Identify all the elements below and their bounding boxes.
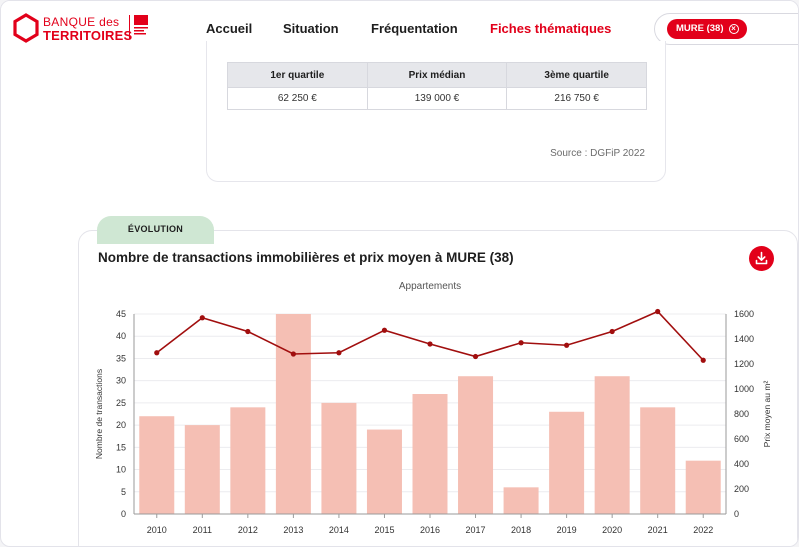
- table-row: 62 250 € 139 000 € 216 750 €: [227, 87, 647, 110]
- bar: [184, 425, 220, 514]
- y-axis-label: Nombre de transactions: [94, 369, 104, 459]
- nav-frequentation[interactable]: Fréquentation: [371, 21, 458, 36]
- x-tick-label: 2010: [147, 525, 167, 535]
- x-tick-label: 2014: [329, 525, 349, 535]
- price-point: [655, 308, 661, 315]
- bar: [275, 314, 311, 514]
- y-tick-label: 35: [116, 353, 126, 363]
- table-cell: 216 750 €: [506, 87, 647, 110]
- quartiles-card: 1er quartile Prix médian 3ème quartile 6…: [206, 41, 666, 182]
- y-right-tick-label: 1200: [734, 359, 754, 369]
- hexagon-logo-icon: [13, 13, 39, 43]
- nav-fiches-thematiques[interactable]: Fiches thématiques: [490, 21, 612, 36]
- price-point: [427, 341, 433, 347]
- x-tick-label: 2013: [283, 525, 303, 535]
- source-note: Source : DGFiP 2022: [550, 148, 645, 159]
- nav-situation[interactable]: Situation: [283, 21, 339, 36]
- x-tick-label: 2016: [420, 525, 440, 535]
- nav-accueil[interactable]: Accueil: [206, 21, 253, 36]
- bar: [321, 402, 357, 514]
- bar: [640, 407, 676, 514]
- logo-line2: TERRITOIRES: [43, 28, 133, 43]
- price-point: [518, 340, 524, 346]
- bar: [366, 429, 402, 514]
- y-right-tick-label: 600: [734, 434, 749, 444]
- x-tick-label: 2022: [693, 525, 713, 535]
- logo-line1: BANQUE des: [43, 15, 120, 29]
- y-tick-label: 5: [121, 487, 126, 497]
- y-tick-label: 40: [116, 331, 126, 341]
- bar: [549, 411, 585, 514]
- y-right-tick-label: 400: [734, 459, 749, 469]
- y-right-tick-label: 0: [734, 509, 739, 519]
- price-point: [199, 315, 205, 321]
- chart-subtitle: Appartements: [399, 281, 461, 292]
- y-right-axis-label: Prix moyen au m²: [762, 381, 772, 448]
- bar: [230, 407, 266, 514]
- y-right-tick-label: 1600: [734, 309, 754, 319]
- price-point: [381, 327, 388, 333]
- download-button[interactable]: [749, 246, 774, 271]
- bar: [685, 460, 721, 514]
- commune-chip-label: MURE (38): [676, 23, 724, 34]
- price-point: [609, 328, 615, 335]
- y-tick-label: 45: [116, 309, 126, 319]
- price-point: [472, 353, 479, 360]
- y-right-tick-label: 200: [734, 484, 749, 494]
- bar: [139, 416, 175, 514]
- x-tick-label: 2021: [648, 525, 668, 535]
- price-point: [245, 328, 251, 335]
- section-tab-evolution: ÉVOLUTION: [97, 216, 214, 244]
- x-tick-label: 2020: [602, 525, 622, 535]
- download-icon: [755, 251, 768, 265]
- x-tick-label: 2012: [238, 525, 258, 535]
- price-point: [290, 351, 296, 357]
- x-tick-label: 2011: [193, 525, 212, 535]
- x-tick-label: 2019: [557, 525, 577, 535]
- chart-title: Nombre de transactions immobilières et p…: [98, 250, 514, 265]
- bar: [458, 376, 494, 514]
- table-header: 1er quartile: [227, 62, 368, 88]
- commune-selector[interactable]: MURE (38) ×: [654, 13, 798, 45]
- bar: [503, 487, 539, 514]
- y-tick-label: 0: [121, 509, 126, 519]
- quartiles-table: 1er quartile Prix médian 3ème quartile 6…: [227, 62, 647, 110]
- price-point: [700, 357, 706, 363]
- y-right-tick-label: 800: [734, 409, 749, 419]
- price-point: [564, 342, 570, 348]
- close-icon[interactable]: ×: [728, 24, 739, 34]
- y-tick-label: 30: [116, 376, 126, 386]
- y-tick-label: 10: [116, 465, 126, 475]
- x-tick-label: 2018: [511, 525, 531, 535]
- y-tick-label: 25: [116, 398, 126, 408]
- commune-chip[interactable]: MURE (38) ×: [667, 19, 747, 39]
- y-tick-label: 15: [116, 442, 126, 452]
- table-cell: 62 250 €: [227, 87, 368, 110]
- y-right-tick-label: 1000: [734, 384, 754, 394]
- y-right-tick-label: 1400: [734, 334, 754, 344]
- bar: [412, 394, 448, 514]
- price-point: [154, 350, 160, 356]
- y-tick-label: 20: [116, 420, 126, 430]
- x-tick-label: 2015: [374, 525, 394, 535]
- x-tick-label: 2017: [466, 525, 486, 535]
- bar: [594, 376, 630, 514]
- price-point: [336, 350, 342, 356]
- top-header: BANQUE des TERRITOIRES Accueil Situation…: [1, 1, 798, 57]
- banque-des-territoires-logo[interactable]: BANQUE des TERRITOIRES: [13, 13, 163, 47]
- caisse-des-depots-mark: [129, 15, 151, 39]
